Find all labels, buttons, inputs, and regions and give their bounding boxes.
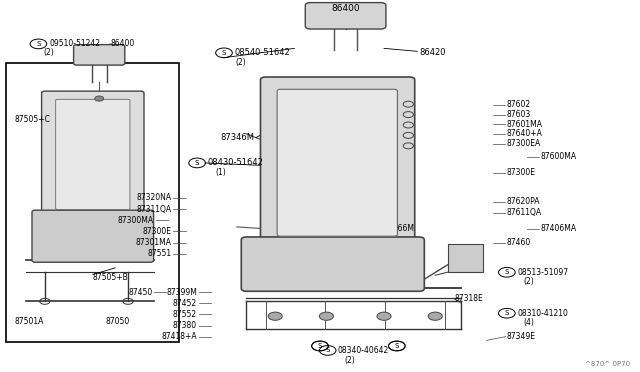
Text: 87452: 87452 xyxy=(173,299,197,308)
Circle shape xyxy=(428,312,442,320)
Text: (2): (2) xyxy=(524,278,534,286)
Text: 87320NA: 87320NA xyxy=(136,193,172,202)
Text: 87505+B: 87505+B xyxy=(93,273,129,282)
Circle shape xyxy=(319,312,333,320)
Text: 87640+A: 87640+A xyxy=(507,129,543,138)
Circle shape xyxy=(268,312,282,320)
FancyBboxPatch shape xyxy=(56,99,130,209)
Text: 87300EA: 87300EA xyxy=(507,139,541,148)
Text: 87300E: 87300E xyxy=(507,169,536,177)
Text: 87380: 87380 xyxy=(173,321,197,330)
Text: 87399M: 87399M xyxy=(166,288,197,296)
Text: S: S xyxy=(195,160,199,166)
Text: (2): (2) xyxy=(44,48,54,57)
Circle shape xyxy=(95,96,104,101)
Text: 87611QA: 87611QA xyxy=(507,208,542,217)
Text: 86400: 86400 xyxy=(110,39,134,48)
Text: (4): (4) xyxy=(524,318,534,327)
Text: (2): (2) xyxy=(236,58,246,67)
FancyBboxPatch shape xyxy=(6,63,179,342)
Text: 87300E: 87300E xyxy=(143,227,172,236)
FancyBboxPatch shape xyxy=(42,91,144,218)
Text: 86400: 86400 xyxy=(332,4,360,13)
Text: 87603: 87603 xyxy=(507,110,531,119)
Text: 87460: 87460 xyxy=(507,238,531,247)
Text: S: S xyxy=(505,269,509,275)
Text: S: S xyxy=(36,41,40,47)
Text: 87418+A: 87418+A xyxy=(161,332,197,341)
FancyBboxPatch shape xyxy=(241,237,424,291)
Text: 87600MA: 87600MA xyxy=(541,153,577,161)
Text: 08310-41210: 08310-41210 xyxy=(517,309,568,318)
Text: S: S xyxy=(395,343,399,349)
Text: 08340-40642: 08340-40642 xyxy=(338,346,389,355)
Text: 87301MA: 87301MA xyxy=(136,238,172,247)
Text: (2): (2) xyxy=(344,356,355,365)
Text: 87311QA: 87311QA xyxy=(136,205,172,214)
FancyBboxPatch shape xyxy=(277,89,397,236)
Text: 08430-51642: 08430-51642 xyxy=(207,158,263,167)
Text: 87505+C: 87505+C xyxy=(14,115,50,124)
Text: S: S xyxy=(505,310,509,316)
Text: 87601MA: 87601MA xyxy=(507,120,543,129)
Text: 87318E: 87318E xyxy=(454,294,483,303)
FancyBboxPatch shape xyxy=(305,3,386,29)
Text: S: S xyxy=(326,347,330,353)
Text: 87406MA: 87406MA xyxy=(541,224,577,233)
Text: 87602: 87602 xyxy=(507,100,531,109)
Text: 08540-51642: 08540-51642 xyxy=(234,48,290,57)
Text: 87551: 87551 xyxy=(147,249,172,258)
Text: 87300MA: 87300MA xyxy=(118,216,154,225)
Text: ^870^ 0P70: ^870^ 0P70 xyxy=(585,361,630,367)
Text: S: S xyxy=(222,50,226,56)
Text: 97066M: 97066M xyxy=(384,224,415,233)
Text: 86420: 86420 xyxy=(419,48,445,57)
FancyBboxPatch shape xyxy=(32,210,154,262)
Text: 87552: 87552 xyxy=(173,310,197,319)
FancyBboxPatch shape xyxy=(448,244,483,272)
Circle shape xyxy=(377,312,391,320)
Text: (1): (1) xyxy=(215,169,226,177)
Text: 87349E: 87349E xyxy=(507,332,536,341)
FancyBboxPatch shape xyxy=(74,45,125,65)
Text: 08513-51097: 08513-51097 xyxy=(517,268,568,277)
FancyBboxPatch shape xyxy=(260,77,415,247)
Text: 87050: 87050 xyxy=(106,317,130,326)
Text: 87346M: 87346M xyxy=(221,133,255,142)
Text: S: S xyxy=(318,343,322,349)
Text: 87501A: 87501A xyxy=(14,317,44,326)
Text: 09510-51242: 09510-51242 xyxy=(49,39,100,48)
Text: 87620PA: 87620PA xyxy=(507,197,540,206)
Text: 87450: 87450 xyxy=(128,288,152,296)
